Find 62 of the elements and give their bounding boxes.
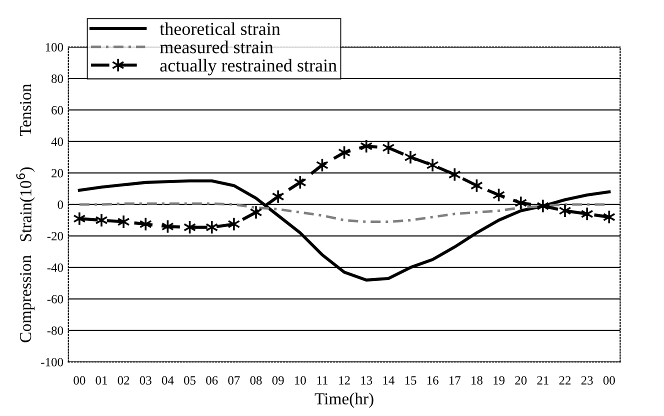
point <box>139 216 152 232</box>
x-tick-label: 07 <box>228 376 240 385</box>
x-tick-label: 00 <box>74 376 86 385</box>
y-tick-label: -40 <box>47 263 64 272</box>
point <box>250 205 262 220</box>
point <box>580 206 594 222</box>
point <box>536 198 550 214</box>
x-tick-label: 00 <box>603 376 615 385</box>
x-tick-label: 15 <box>405 376 416 385</box>
point <box>95 213 108 228</box>
legend-label: measured strain <box>160 40 274 54</box>
point <box>558 204 572 218</box>
point <box>294 175 306 190</box>
x-tick-label: 03 <box>140 376 152 385</box>
legend-label: actually restrained strain <box>160 58 337 76</box>
x-tick-label: 17 <box>449 376 461 384</box>
y-tick-label: 0 <box>58 200 64 209</box>
x-tick-label: 13 <box>361 376 372 385</box>
point <box>228 216 240 232</box>
y-tick-label: 80 <box>52 74 64 83</box>
point <box>602 210 616 224</box>
y-tick-label: 40 <box>51 138 64 146</box>
point <box>360 139 373 154</box>
text: Tension <box>20 84 32 136</box>
y-tick-label: 100 <box>46 43 64 52</box>
x-tick-label: 19 <box>494 376 505 385</box>
x-tick-label: 21 <box>537 376 548 384</box>
point <box>426 158 439 172</box>
x-tick-label: 10 <box>294 376 306 385</box>
point <box>73 211 86 226</box>
y-tick-label: 60 <box>52 106 64 114</box>
x-tick-label: 02 <box>118 376 130 385</box>
point <box>206 220 218 234</box>
x-tick-label: 12 <box>339 376 350 384</box>
y-tick-label: -20 <box>47 232 64 240</box>
x-tick-label: 18 <box>472 376 482 385</box>
x-tick-label: 16 <box>427 376 438 385</box>
point <box>514 196 528 210</box>
x-tick-label: 01 <box>96 376 107 385</box>
point <box>448 167 461 182</box>
point <box>382 140 395 155</box>
x-tick-label: 20 <box>515 376 527 385</box>
x-tick-label: 23 <box>581 376 593 385</box>
text: Compression <box>20 255 35 342</box>
point <box>117 214 130 229</box>
legend-label: theoretical strain <box>160 22 280 36</box>
point <box>272 189 284 204</box>
y-axis-title: Strain(10$^{6}$) <box>16 167 35 242</box>
x-tick-label: 08 <box>250 376 262 385</box>
x-tick-label: 09 <box>272 376 284 385</box>
x-axis-title: Time(hr) <box>314 392 374 408</box>
y-tick-label: -80 <box>47 326 64 335</box>
x-tick-label: 04 <box>162 376 174 385</box>
x-tick-label: 22 <box>559 376 571 384</box>
x-tick-label: 05 <box>184 376 196 385</box>
x-tick-label: 14 <box>383 376 394 384</box>
y-tick-label: -60 <box>47 294 64 304</box>
x-tick-label: 06 <box>206 376 218 385</box>
point <box>404 150 417 164</box>
y-tick-label: 20 <box>52 168 64 178</box>
y-tick-label: -100 <box>41 358 64 366</box>
x-tick-label: 11 <box>317 376 328 384</box>
